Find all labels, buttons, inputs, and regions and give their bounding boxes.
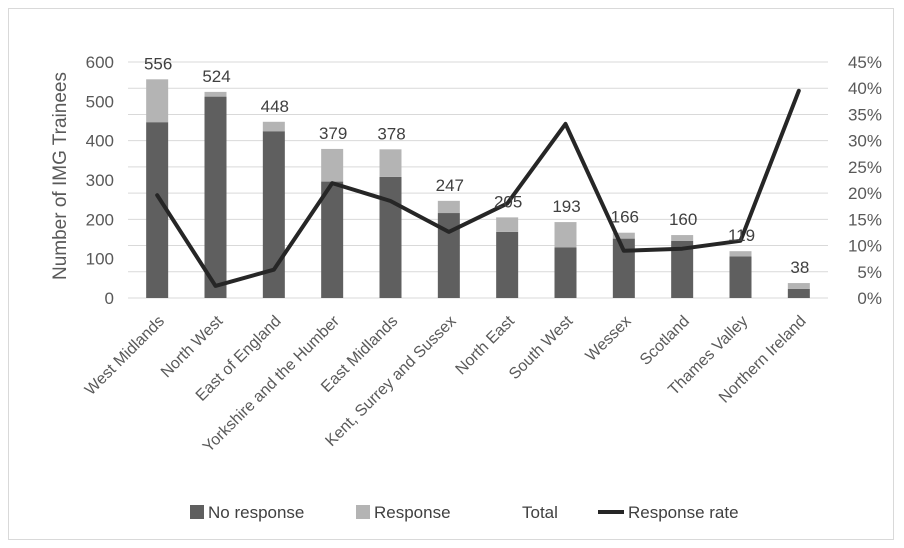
left-axis-title: Number of IMG Trainees xyxy=(50,72,71,280)
total-data-label: 448 xyxy=(261,97,289,116)
legend-swatch xyxy=(190,505,204,519)
bar-no-response xyxy=(671,240,694,298)
bar-no-response xyxy=(437,213,460,298)
legend-label: Response rate xyxy=(628,503,739,522)
response-rate-line xyxy=(155,88,801,288)
total-data-label: 38 xyxy=(790,258,809,277)
legend-label: No response xyxy=(208,503,304,522)
category-label: West Midlands xyxy=(82,313,168,399)
left-axis-tick-label: 100 xyxy=(86,250,114,269)
total-data-label: 378 xyxy=(377,124,405,143)
bar-response xyxy=(671,235,694,241)
left-axis-tick-label: 400 xyxy=(86,132,114,151)
legend-label: Response xyxy=(374,503,451,522)
total-data-label: 247 xyxy=(436,176,464,195)
bar-no-response xyxy=(554,247,577,298)
left-axis-tick-label: 300 xyxy=(86,171,114,190)
right-axis-tick-label: 20% xyxy=(848,184,882,203)
bar-no-response xyxy=(204,96,227,298)
right-axis-tick-label: 35% xyxy=(848,105,882,124)
right-axis-tick-label: 0% xyxy=(857,289,882,308)
bar-response xyxy=(554,222,577,248)
total-data-label: 379 xyxy=(319,124,347,143)
bar-no-response xyxy=(146,122,169,299)
bar-response xyxy=(787,283,810,289)
category-label: Wessex xyxy=(583,313,635,365)
bar-no-response xyxy=(612,238,635,298)
bar-no-response xyxy=(262,131,285,298)
right-axis-tick-label: 30% xyxy=(848,132,882,151)
bar-no-response xyxy=(379,176,402,298)
total-data-label: 166 xyxy=(611,208,639,227)
left-axis-tick-label: 500 xyxy=(86,92,114,111)
legend-label: Total xyxy=(522,503,558,522)
total-data-label: 556 xyxy=(144,54,172,73)
right-axis-tick-label: 25% xyxy=(848,158,882,177)
bar-response xyxy=(437,200,460,214)
bar-response xyxy=(496,217,519,232)
bar-response xyxy=(262,121,285,132)
bar-response xyxy=(729,251,752,257)
category-label: Scotland xyxy=(637,313,693,369)
total-data-label: 524 xyxy=(202,67,230,86)
bar-response xyxy=(204,91,227,97)
left-axis-tick-label: 200 xyxy=(86,210,114,229)
right-axis-tick-label: 5% xyxy=(857,263,882,282)
legend-swatch xyxy=(356,505,370,519)
bar-response xyxy=(379,149,402,177)
bar-no-response xyxy=(787,288,810,298)
bar-response xyxy=(612,232,635,239)
total-data-label: 160 xyxy=(669,210,697,229)
right-axis-tick-label: 10% xyxy=(848,237,882,256)
right-axis-tick-label: 45% xyxy=(848,53,882,72)
bar-no-response xyxy=(729,256,752,298)
category-label: South West xyxy=(506,312,577,383)
total-data-label: 119 xyxy=(728,226,755,245)
left-axis-tick-label: 0 xyxy=(105,289,114,308)
right-axis-tick-label: 15% xyxy=(848,210,882,229)
right-axis-tick-label: 40% xyxy=(848,79,882,98)
left-axis-tick-label: 600 xyxy=(86,53,114,72)
bar-response xyxy=(321,148,344,182)
bar-no-response xyxy=(496,231,519,298)
total-data-label: 205 xyxy=(494,192,522,211)
bar-no-response xyxy=(321,181,344,298)
bar-response xyxy=(146,79,169,123)
total-data-label: 193 xyxy=(552,197,580,216)
